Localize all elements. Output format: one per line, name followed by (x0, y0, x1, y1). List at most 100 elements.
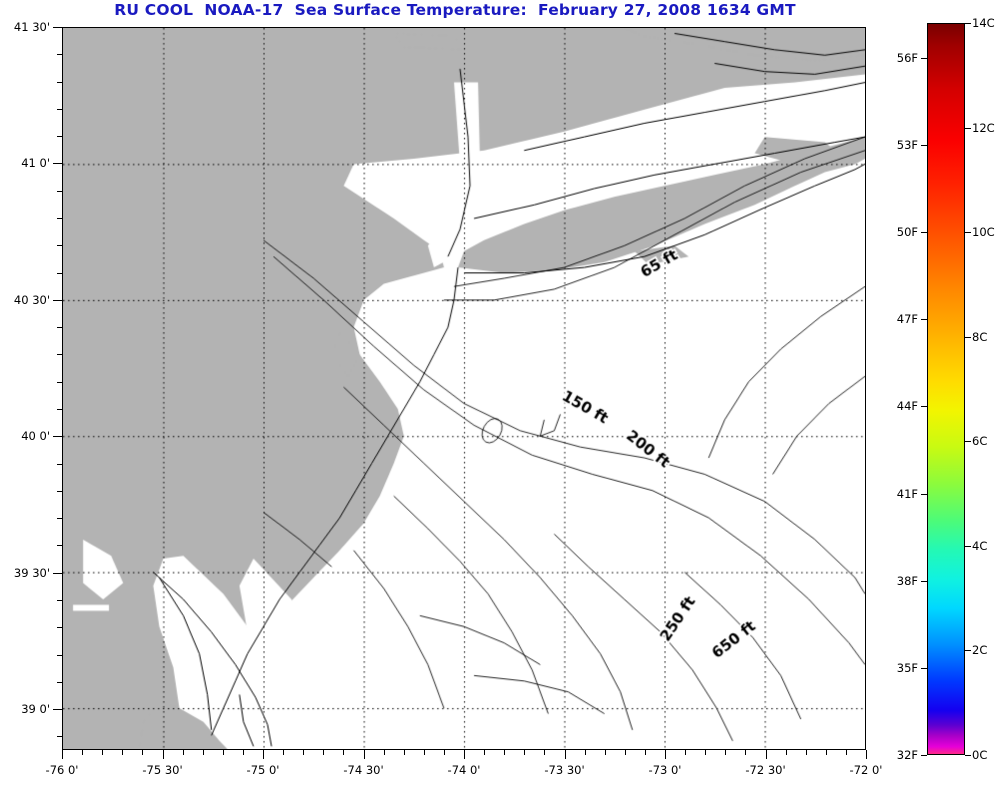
colorbar-label-celsius: 0C (972, 748, 988, 762)
x-axis-label: -73 0' (648, 763, 682, 777)
colorbar-tick-celsius (965, 545, 971, 547)
y-axis-tick (53, 436, 62, 438)
y-axis-tick (53, 163, 62, 165)
x-axis-minor-tick (242, 750, 244, 755)
x-axis-minor-tick (805, 750, 807, 755)
y-axis-minor-tick (57, 545, 62, 547)
x-axis-minor-tick (142, 750, 144, 755)
page-title: RU COOL NOAA-17 Sea Surface Temperature:… (114, 1, 796, 19)
y-axis-minor-tick (57, 54, 62, 56)
colorbar-label-celsius: 10C (972, 225, 995, 240)
colorbar-label-fahrenheit: 44F (896, 399, 918, 414)
x-axis-minor-tick (725, 750, 727, 755)
x-axis-tick (263, 750, 264, 759)
colorbar-label-fahrenheit: 50F (896, 225, 918, 240)
colorbar-label-celsius: 2C (972, 643, 988, 658)
colorbar-label-fahrenheit: 56F (896, 50, 918, 65)
x-axis-label: -72 0' (849, 763, 883, 777)
y-axis-minor-tick (57, 136, 62, 138)
colorbar-label-celsius: 12C (972, 120, 995, 135)
colorbar-label-fahrenheit: 41F (896, 486, 918, 501)
x-axis-minor-tick (82, 750, 84, 755)
x-axis-minor-tick (845, 750, 847, 755)
colorbar-tick-fahrenheit (921, 493, 927, 495)
x-axis-minor-tick (222, 750, 224, 755)
colorbar-label-celsius: 14C (972, 16, 995, 30)
x-axis-label: -74 30' (343, 763, 384, 777)
x-axis-minor-tick (303, 750, 305, 755)
x-axis-minor-tick (785, 750, 787, 755)
colorbar-label-fahrenheit: 38F (896, 573, 918, 588)
y-axis-minor-tick (57, 408, 62, 410)
colorbar-tick-fahrenheit (921, 406, 927, 408)
x-axis-minor-tick (122, 750, 124, 755)
colorbar-tick-fahrenheit (921, 580, 927, 582)
y-axis-minor-tick (57, 627, 62, 629)
x-axis-minor-tick (685, 750, 687, 755)
x-axis-minor-tick (283, 750, 285, 755)
x-axis-minor-tick (182, 750, 184, 755)
colorbar-label-celsius: 4C (972, 538, 988, 553)
x-axis-label: -73 30' (544, 763, 585, 777)
colorbar-tick-celsius (965, 232, 971, 234)
x-axis-label: -74 0' (447, 763, 481, 777)
y-axis-minor-tick (57, 217, 62, 219)
sst-map-panel[interactable] (62, 27, 866, 750)
x-axis-tick (464, 750, 465, 759)
y-axis-minor-tick (57, 190, 62, 192)
y-axis-tick (53, 27, 62, 28)
colorbar-tick-celsius (965, 650, 971, 652)
x-axis-minor-tick (544, 750, 546, 755)
x-axis-minor-tick (484, 750, 486, 755)
y-axis-minor-tick (57, 354, 62, 356)
x-axis-minor-tick (323, 750, 325, 755)
colorbar-label-celsius: 6C (972, 434, 988, 449)
x-axis-tick (564, 750, 566, 759)
colorbar-tick-fahrenheit (921, 667, 927, 669)
colorbar-tick-celsius (965, 441, 971, 443)
x-axis-minor-tick (825, 750, 827, 755)
y-axis-minor-tick (57, 654, 62, 656)
y-axis-minor-tick (57, 272, 62, 274)
x-axis-tick (665, 750, 666, 759)
colorbar-label-fahrenheit: 53F (896, 138, 918, 152)
x-axis-label: -75 0' (246, 763, 280, 777)
y-axis-minor-tick (57, 518, 62, 520)
y-axis-tick (53, 709, 62, 711)
colorbar-label-fahrenheit: 35F (896, 660, 918, 675)
colorbar-tick-fahrenheit (921, 755, 927, 756)
y-axis-label: 39 0' (21, 702, 50, 717)
x-axis-tick (62, 750, 63, 759)
x-axis-tick (363, 750, 365, 759)
x-axis-minor-tick (644, 750, 646, 755)
y-axis-label: 41 0' (21, 156, 50, 171)
x-axis-minor-tick (504, 750, 506, 755)
colorbar-tick-celsius (965, 127, 971, 129)
x-axis-label: -72 30' (745, 763, 786, 777)
y-axis-label: 39 30' (13, 565, 50, 580)
y-axis-minor-tick (57, 245, 62, 247)
colorbar-tick-celsius (965, 336, 971, 338)
x-axis-tick (162, 750, 164, 759)
x-axis-minor-tick (102, 750, 104, 755)
y-axis-minor-tick (57, 463, 62, 465)
y-axis-minor-tick (57, 327, 62, 329)
colorbar-tick-celsius (965, 23, 971, 24)
colorbar-tick-fahrenheit (921, 57, 927, 59)
x-axis-tick (866, 750, 867, 759)
x-axis-minor-tick (584, 750, 586, 755)
x-axis-minor-tick (604, 750, 606, 755)
sst-map-canvas[interactable] (63, 28, 865, 749)
y-axis-label: 40 30' (13, 292, 50, 307)
x-axis-label: -76 0' (45, 763, 79, 777)
y-axis-tick (53, 572, 62, 574)
y-axis-minor-tick (57, 599, 62, 601)
x-axis-minor-tick (705, 750, 707, 755)
temperature-colorbar[interactable] (927, 23, 965, 755)
colorbar-label-fahrenheit: 47F (896, 312, 918, 327)
x-axis-minor-tick (624, 750, 626, 755)
colorbar-tick-fahrenheit (921, 319, 927, 321)
colorbar-tick-celsius (965, 755, 971, 756)
y-axis-tick (53, 299, 62, 301)
y-axis-minor-tick (57, 381, 62, 383)
